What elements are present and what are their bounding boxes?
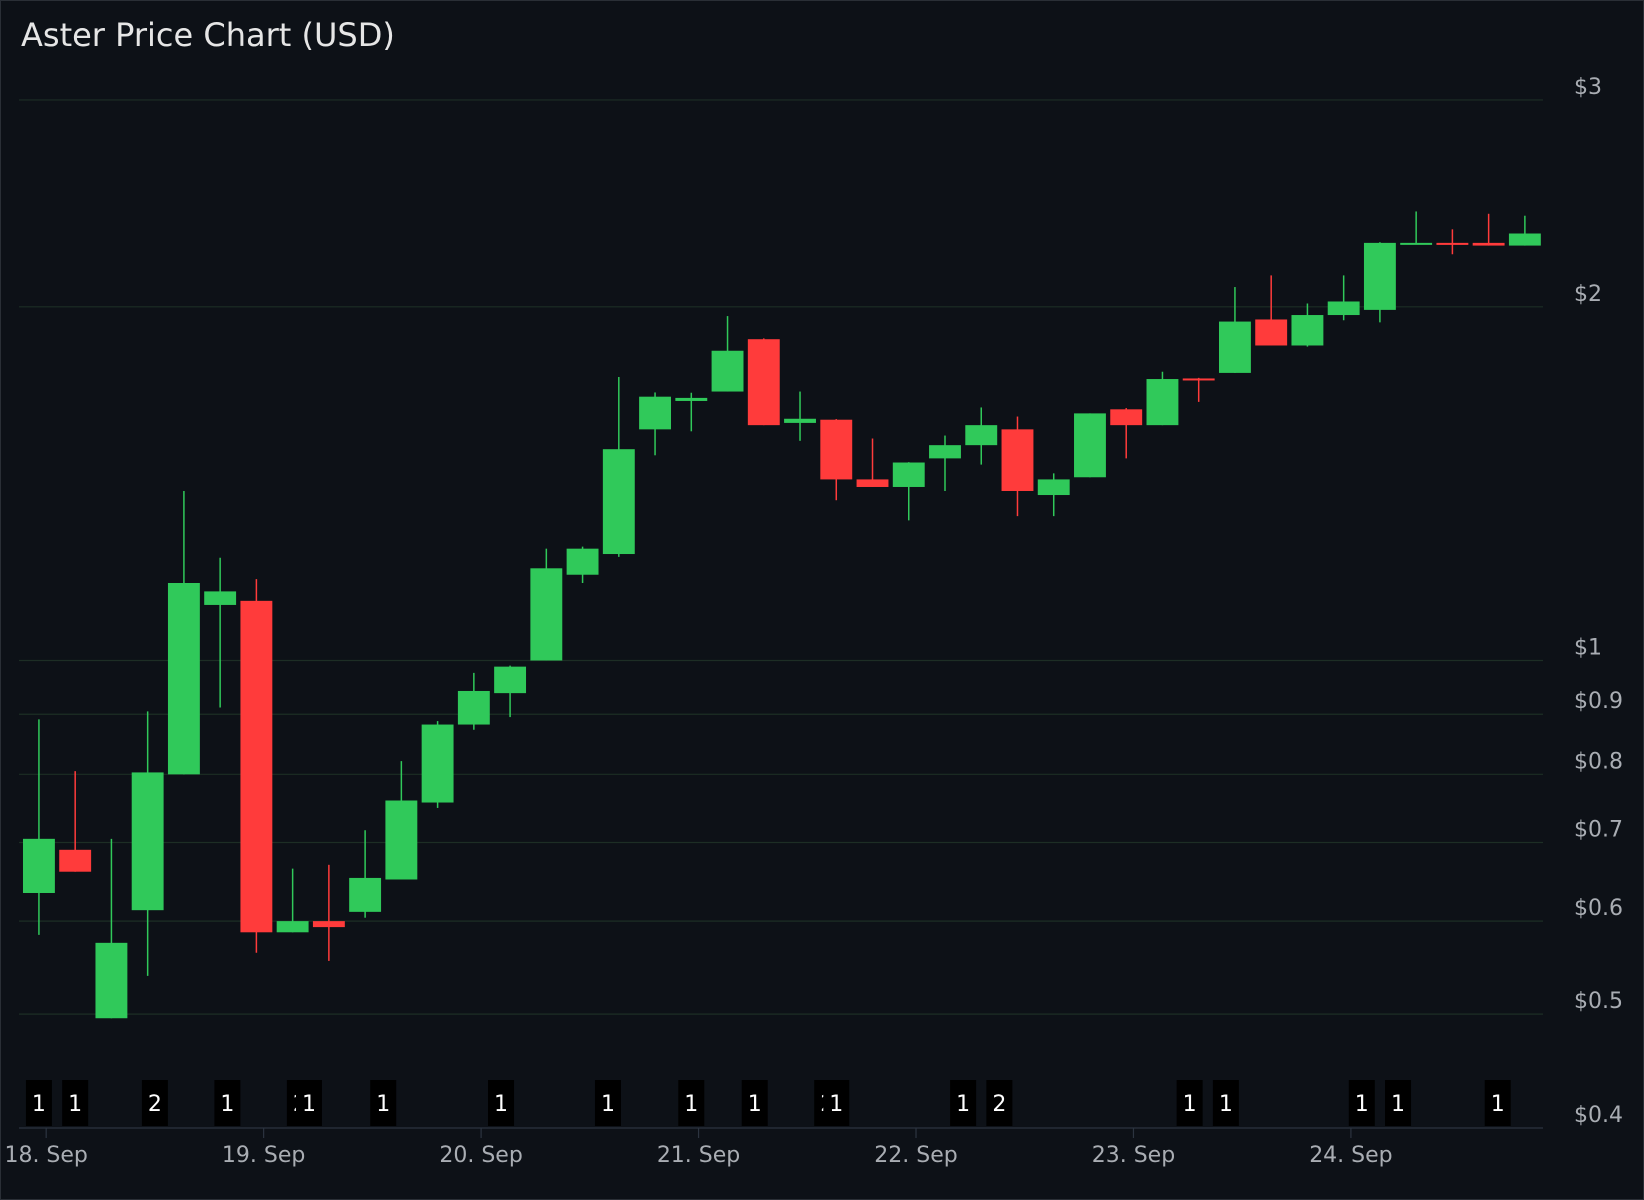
candle-body bbox=[1218, 321, 1251, 373]
candle-body bbox=[602, 449, 635, 555]
event-marker bbox=[25, 1080, 52, 1126]
event-count: 2 bbox=[992, 1092, 1006, 1117]
x-tick-label: 23. Sep bbox=[1092, 1143, 1175, 1168]
event-marker bbox=[986, 1080, 1013, 1126]
candle-body bbox=[1001, 429, 1034, 491]
event-count: 1 bbox=[829, 1092, 843, 1117]
event-count: 1 bbox=[376, 1092, 390, 1117]
candle-body bbox=[494, 666, 527, 694]
event-count: 1 bbox=[684, 1092, 698, 1117]
candle-body bbox=[566, 548, 599, 575]
chart-title: Aster Price Chart (USD) bbox=[21, 16, 395, 54]
event-count: 1 bbox=[1391, 1092, 1405, 1117]
candle-body bbox=[349, 877, 382, 912]
candle-body bbox=[856, 479, 889, 487]
y-tick-label: $2 bbox=[1574, 282, 1602, 307]
candle-body bbox=[711, 350, 744, 392]
candle-body bbox=[1291, 315, 1324, 346]
y-tick-label: $3 bbox=[1574, 75, 1602, 100]
event-count: 1 bbox=[1491, 1092, 1505, 1117]
event-count: 1 bbox=[748, 1092, 762, 1117]
candle-body bbox=[59, 849, 92, 872]
candle-body bbox=[204, 591, 237, 605]
event-marker bbox=[678, 1080, 705, 1126]
event-count: 2 bbox=[148, 1092, 162, 1117]
candle-body bbox=[892, 462, 925, 487]
event-count: 1 bbox=[1183, 1092, 1197, 1117]
candle-body bbox=[1400, 242, 1433, 245]
y-tick-label: $1 bbox=[1574, 635, 1602, 660]
event-count: 1 bbox=[494, 1092, 508, 1117]
event-marker bbox=[823, 1080, 850, 1126]
event-marker bbox=[1385, 1080, 1412, 1126]
y-tick-label: $0.8 bbox=[1574, 749, 1623, 774]
candle-body bbox=[95, 942, 128, 1019]
event-count: 1 bbox=[302, 1092, 316, 1117]
x-tick-label: 21. Sep bbox=[657, 1143, 740, 1168]
candle-body bbox=[167, 582, 200, 775]
candle-body bbox=[1074, 413, 1106, 478]
candle-body bbox=[965, 425, 998, 446]
y-tick-label: $0.4 bbox=[1574, 1103, 1623, 1128]
x-tick-label: 19. Sep bbox=[222, 1143, 305, 1168]
event-marker bbox=[1484, 1080, 1511, 1126]
candle-body bbox=[1110, 409, 1143, 426]
y-tick-label: $0.7 bbox=[1574, 817, 1623, 842]
candle-body bbox=[1472, 242, 1505, 246]
candle-body bbox=[675, 397, 708, 401]
event-marker bbox=[950, 1080, 977, 1126]
candle-body bbox=[747, 339, 780, 426]
event-marker bbox=[1348, 1080, 1375, 1126]
y-tick-label: $0.9 bbox=[1574, 689, 1623, 714]
event-marker bbox=[741, 1080, 768, 1126]
x-tick-label: 24. Sep bbox=[1309, 1143, 1392, 1168]
event-count: 1 bbox=[220, 1092, 234, 1117]
x-tick-label: 22. Sep bbox=[874, 1143, 957, 1168]
event-marker bbox=[1176, 1080, 1203, 1126]
candle-body bbox=[1363, 242, 1396, 310]
candle-body bbox=[784, 418, 816, 423]
candle-body bbox=[276, 921, 309, 933]
candle-body bbox=[131, 772, 164, 911]
event-marker bbox=[62, 1080, 89, 1126]
event-count: 1 bbox=[956, 1092, 970, 1117]
candle-body bbox=[22, 838, 55, 893]
event-marker bbox=[594, 1080, 621, 1126]
event-count: 1 bbox=[601, 1092, 615, 1117]
x-tick-label: 20. Sep bbox=[439, 1143, 522, 1168]
candle-body bbox=[457, 690, 490, 725]
candle-body bbox=[530, 568, 563, 661]
candle-body bbox=[240, 600, 273, 933]
event-marker bbox=[141, 1080, 168, 1126]
candle-body bbox=[639, 396, 672, 430]
event-marker bbox=[370, 1080, 397, 1126]
event-marker bbox=[214, 1080, 241, 1126]
candle-body bbox=[1327, 301, 1360, 316]
candle-body bbox=[820, 419, 853, 480]
candle-body bbox=[929, 445, 961, 459]
candle-body bbox=[385, 800, 418, 880]
candle-body bbox=[1436, 242, 1469, 245]
candle-body bbox=[1037, 479, 1070, 496]
event-count: 1 bbox=[68, 1092, 82, 1117]
event-marker bbox=[1212, 1080, 1239, 1126]
candle-body bbox=[1255, 319, 1288, 346]
candle-body bbox=[312, 921, 345, 928]
event-marker bbox=[488, 1080, 515, 1126]
candle-body bbox=[421, 724, 454, 803]
event-count: 1 bbox=[32, 1092, 46, 1117]
candle-body bbox=[1182, 378, 1215, 381]
candle-body bbox=[1508, 233, 1541, 246]
event-marker bbox=[295, 1080, 322, 1126]
x-tick-label: 18. Sep bbox=[4, 1143, 87, 1168]
event-count: 1 bbox=[1219, 1092, 1233, 1117]
event-count: 1 bbox=[1355, 1092, 1369, 1117]
y-tick-label: $0.6 bbox=[1574, 896, 1623, 921]
y-tick-label: $0.5 bbox=[1574, 989, 1623, 1014]
candle-body bbox=[1146, 379, 1179, 426]
